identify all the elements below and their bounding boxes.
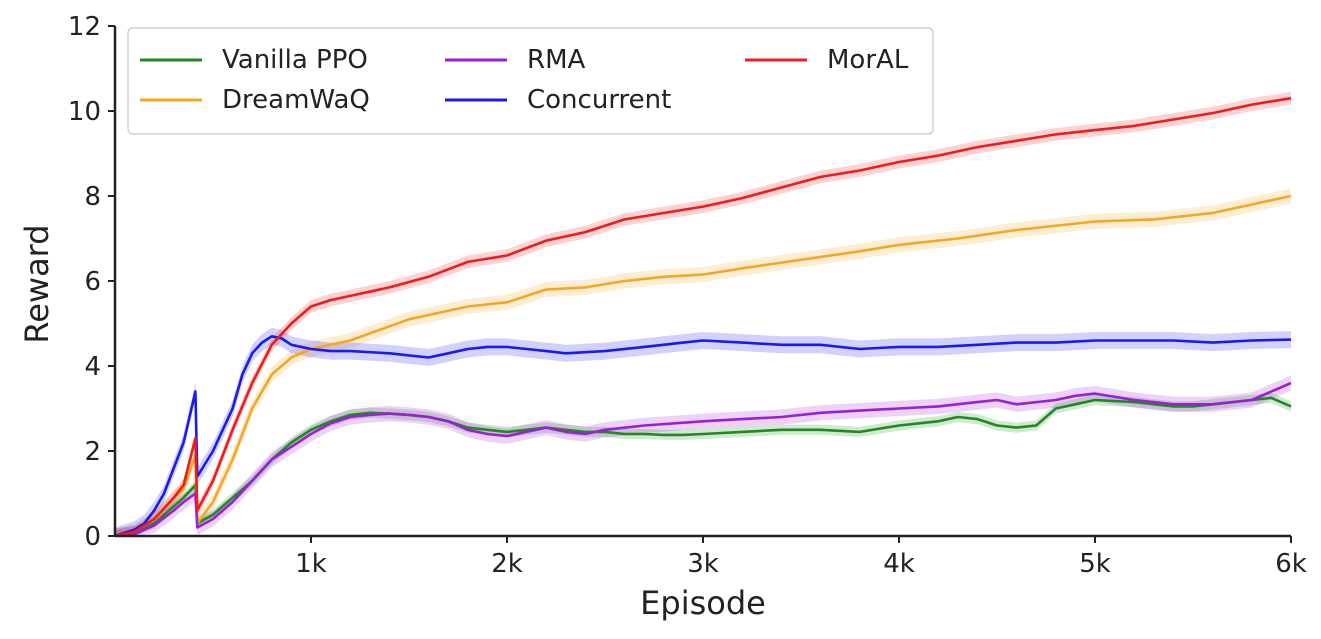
confidence-bands <box>115 91 1291 537</box>
vanilla-ppo-band <box>115 392 1291 536</box>
legend: Vanilla PPO DreamWaQ RMA Concurrent MorAL <box>127 27 934 135</box>
legend-label-vanilla-ppo: Vanilla PPO <box>222 45 368 75</box>
legend-label-rma: RMA <box>527 45 585 75</box>
y-axis-label: Reward <box>18 224 56 343</box>
legend-box <box>127 27 934 135</box>
legend-label-moral: MorAL <box>827 45 909 75</box>
x-tick-label: 6k <box>1275 549 1307 579</box>
moral-line <box>114 96 1292 538</box>
series-lines <box>114 96 1292 538</box>
y-tick-label: 4 <box>84 352 101 382</box>
y-tick-label: 8 <box>84 182 101 212</box>
dreamwaq-line <box>114 194 1292 538</box>
x-axis-label: Episode <box>640 584 766 622</box>
x-tick-label: 4k <box>883 549 915 579</box>
moral-band <box>115 91 1291 537</box>
axes: 1k 2k 3k 4k 5k 6k 0 2 4 6 8 10 12 Episode Reward <box>18 12 1307 622</box>
legend-items: Vanilla PPO DreamWaQ RMA Concurrent MorAL <box>140 45 909 115</box>
y-tick-label: 0 <box>84 522 101 552</box>
concurrent-band <box>115 327 1291 536</box>
legend-label-concurrent: Concurrent <box>527 85 671 115</box>
rma-line <box>114 381 1292 538</box>
y-tick-label: 6 <box>84 267 101 297</box>
rma-band <box>115 375 1291 536</box>
x-tick-label: 1k <box>295 549 327 579</box>
x-tick-label: 5k <box>1079 549 1111 579</box>
y-ticks: 0 2 4 6 8 10 12 <box>68 12 115 552</box>
x-ticks: 1k 2k 3k 4k 5k 6k <box>295 536 1307 579</box>
y-tick-label: 12 <box>68 12 101 42</box>
y-tick-label: 2 <box>84 437 101 467</box>
plot-area <box>114 91 1292 538</box>
x-tick-label: 2k <box>491 549 523 579</box>
y-tick-label: 10 <box>68 97 101 127</box>
dreamwaq-band <box>115 188 1291 536</box>
legend-label-dreamwaq: DreamWaQ <box>222 85 370 115</box>
x-tick-label: 3k <box>687 549 719 579</box>
